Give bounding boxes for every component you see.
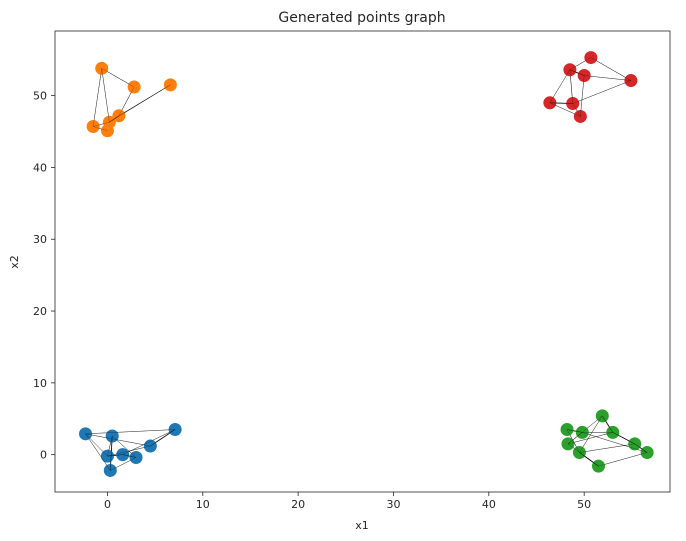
edge-line-overlay — [101, 68, 110, 123]
y-tick-label: 10 — [33, 377, 47, 390]
edge-line-overlay — [567, 432, 613, 445]
y-tick-label: 40 — [33, 161, 47, 174]
edge-line-overlay — [107, 454, 123, 457]
edge-line-overlay — [612, 432, 635, 445]
chart-title: Generated points graph — [278, 10, 445, 26]
x-axis-label: x1 — [355, 519, 369, 532]
plot-area — [55, 31, 670, 492]
x-axis-ticks: 0 10 20 30 40 50 — [104, 492, 591, 511]
edge-line-overlay — [92, 68, 102, 127]
edge-line-overlay — [569, 69, 573, 104]
plot-frame — [54, 30, 671, 493]
edge-line-overlay — [569, 57, 591, 70]
edge-line-overlay — [107, 445, 151, 457]
x-tick-label: 30 — [386, 498, 400, 511]
edge-line-overlay — [566, 429, 583, 433]
edge-line-overlay — [107, 435, 113, 457]
x-tick-label: 10 — [196, 498, 210, 511]
points-layer — [79, 51, 654, 477]
edge-line-overlay — [549, 69, 571, 103]
x-tick-label: 20 — [291, 498, 305, 511]
edge-line-overlay — [584, 75, 631, 81]
edge-line-overlay — [109, 115, 120, 123]
edge-line-overlay — [569, 69, 585, 76]
edge-line-overlay — [580, 75, 585, 117]
edge-line-overlay — [101, 68, 135, 88]
edge-line-overlay — [85, 433, 111, 471]
edge-line-overlay — [579, 443, 635, 453]
edge-line-overlay — [109, 84, 171, 123]
edge-line-overlay — [122, 429, 176, 455]
edge-line-overlay — [110, 457, 137, 471]
edge-line-overlay — [567, 432, 583, 445]
edge-line-overlay — [122, 454, 137, 458]
edge-line-overlay — [150, 429, 176, 447]
edge-line-overlay — [634, 443, 648, 453]
x-tick-label: 50 — [577, 498, 591, 511]
y-tick-label: 0 — [40, 449, 47, 462]
y-tick-label: 20 — [33, 305, 47, 318]
y-tick-label: 50 — [33, 90, 47, 103]
edge-line-overlay — [85, 429, 176, 434]
x-tick-label: 0 — [104, 498, 111, 511]
y-axis-label: x2 — [8, 255, 21, 269]
x-tick-label: 40 — [482, 498, 496, 511]
edge-line-overlay — [598, 452, 648, 467]
edge-line-overlay — [582, 432, 648, 453]
edge-line-overlay — [85, 433, 108, 457]
edge-line-overlay — [572, 103, 581, 117]
edge-line-overlay — [93, 126, 108, 131]
edge-line-overlay — [110, 435, 113, 471]
edge-line-overlay — [549, 102, 581, 117]
edge-line-overlay — [85, 433, 151, 447]
edge-line-overlay — [567, 443, 599, 467]
edge-line-overlay — [572, 80, 631, 104]
edge-line-overlay — [590, 57, 631, 81]
edge-line-overlay — [112, 435, 137, 458]
edge-line-overlay — [549, 102, 573, 104]
y-axis-ticks: 0 10 20 30 40 50 — [33, 90, 55, 462]
edge-line-overlay — [579, 415, 603, 453]
edge-line-overlay — [118, 86, 135, 116]
edge-line-overlay — [566, 429, 580, 453]
edge-line-overlay — [93, 122, 110, 127]
edge-line-overlay — [602, 415, 614, 433]
y-tick-label: 30 — [33, 233, 47, 246]
